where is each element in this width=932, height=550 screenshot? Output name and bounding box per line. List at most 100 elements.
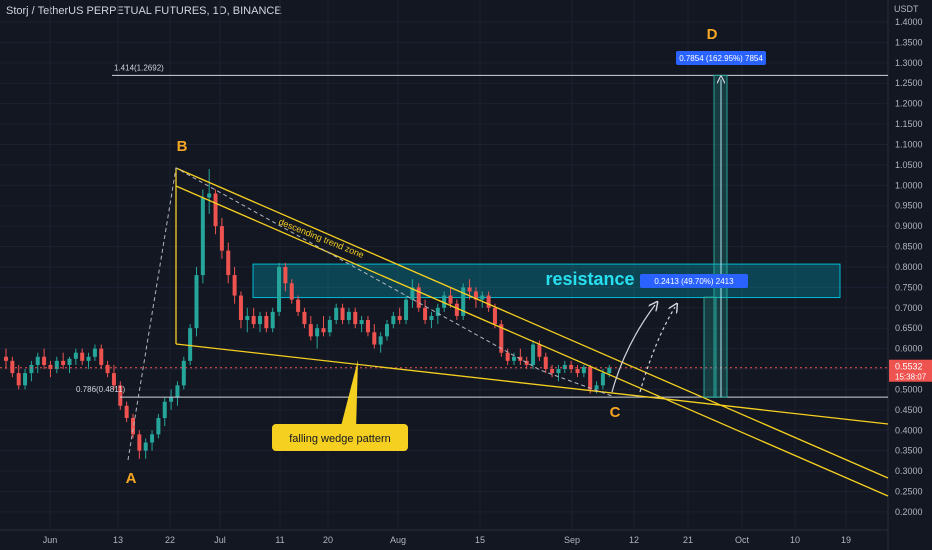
candle	[35, 352, 40, 374]
candle-body	[92, 348, 97, 357]
y-tick-label: 0.2500	[895, 486, 923, 496]
candle-body	[359, 320, 364, 325]
candle-body	[238, 295, 243, 321]
candle-body	[327, 320, 332, 333]
wave-label-a: A	[126, 470, 137, 487]
y-tick-label: 1.0500	[895, 160, 923, 170]
candle	[372, 324, 377, 349]
y-tick-label: 0.8500	[895, 242, 923, 252]
candle	[169, 389, 174, 410]
candle-body	[353, 311, 358, 325]
candle-body	[124, 405, 129, 419]
x-tick-label: 21	[683, 535, 693, 545]
candle	[359, 315, 364, 333]
candle-body	[289, 283, 294, 300]
candle-body	[454, 303, 459, 316]
candle-body	[340, 307, 345, 321]
candle	[232, 266, 237, 304]
y-tick-label: 1.1500	[895, 119, 923, 129]
candle-body	[42, 356, 47, 365]
candle	[499, 320, 504, 357]
candle	[200, 189, 205, 284]
candle	[137, 430, 142, 459]
candle-body	[499, 324, 504, 353]
candle-body	[505, 352, 510, 361]
candle-body	[10, 360, 15, 374]
axis-currency: USDT	[894, 4, 919, 14]
candle-body	[512, 356, 516, 361]
candle	[23, 369, 28, 390]
candle-body	[29, 364, 34, 374]
x-tick-label: 20	[323, 535, 333, 545]
candle-body	[410, 287, 415, 300]
candle	[61, 352, 66, 370]
candle	[238, 291, 243, 329]
candle-body	[308, 324, 313, 337]
candle-body	[264, 315, 269, 329]
candle-body	[226, 250, 231, 276]
candle-body	[461, 287, 466, 316]
candle-body	[86, 356, 91, 361]
candle	[416, 283, 421, 312]
candle	[175, 381, 180, 406]
candle	[429, 311, 434, 329]
projection-arrow	[611, 305, 655, 393]
wave-label-d: D	[707, 26, 718, 43]
x-tick-label: 12	[629, 535, 639, 545]
candle-body	[169, 397, 174, 402]
y-tick-label: 0.9000	[895, 221, 923, 231]
candle	[283, 262, 288, 292]
candle-body	[207, 193, 212, 198]
candle	[16, 364, 21, 390]
candle-body	[181, 360, 186, 386]
resistance-label: resistance	[545, 269, 634, 289]
candle-body	[346, 311, 351, 321]
price-axis: USDT 0.2000 0.2500 0.3000 0.3500 0.4000 0.4500…	[887, 0, 932, 550]
candle	[365, 315, 370, 337]
candle-body	[423, 307, 428, 321]
candle	[473, 287, 478, 308]
wedge-parallel-line	[175, 185, 889, 497]
candle-body	[200, 197, 205, 276]
candle-body	[302, 311, 307, 325]
candle	[48, 360, 53, 378]
x-tick-label: Sep	[564, 535, 580, 545]
candle-body	[188, 328, 193, 361]
candle	[562, 360, 567, 374]
candle-body	[105, 364, 110, 374]
candle-body	[175, 385, 180, 398]
candle	[124, 401, 129, 423]
candle	[518, 348, 523, 365]
candle	[42, 348, 47, 370]
candle-body	[378, 336, 383, 345]
y-tick-label: 0.7000	[895, 303, 923, 313]
price-axis-bg	[888, 0, 932, 550]
candle-body	[270, 311, 275, 329]
candle	[143, 438, 148, 459]
candle-body	[562, 364, 567, 370]
y-tick-label: 1.0000	[895, 180, 923, 190]
candle	[80, 348, 85, 365]
candle-body	[131, 418, 135, 435]
candle	[270, 307, 275, 333]
candle	[480, 291, 485, 308]
candle	[378, 332, 383, 353]
callout-label: falling wedge pattern	[289, 433, 391, 445]
y-tick-label: 1.4000	[895, 17, 923, 27]
candle-body	[162, 401, 167, 419]
candle	[346, 307, 351, 325]
candle-body	[48, 364, 53, 370]
candle	[289, 279, 294, 304]
candle	[92, 344, 97, 361]
y-tick-label: 0.8000	[895, 262, 923, 272]
candle	[118, 381, 123, 410]
candle-body	[67, 358, 72, 365]
candle	[404, 295, 409, 325]
candle	[531, 340, 536, 370]
callout-pointer	[340, 360, 358, 430]
candle	[410, 279, 415, 308]
candle-body	[397, 315, 402, 321]
measure-label-bg	[640, 274, 748, 288]
candle	[207, 168, 212, 214]
